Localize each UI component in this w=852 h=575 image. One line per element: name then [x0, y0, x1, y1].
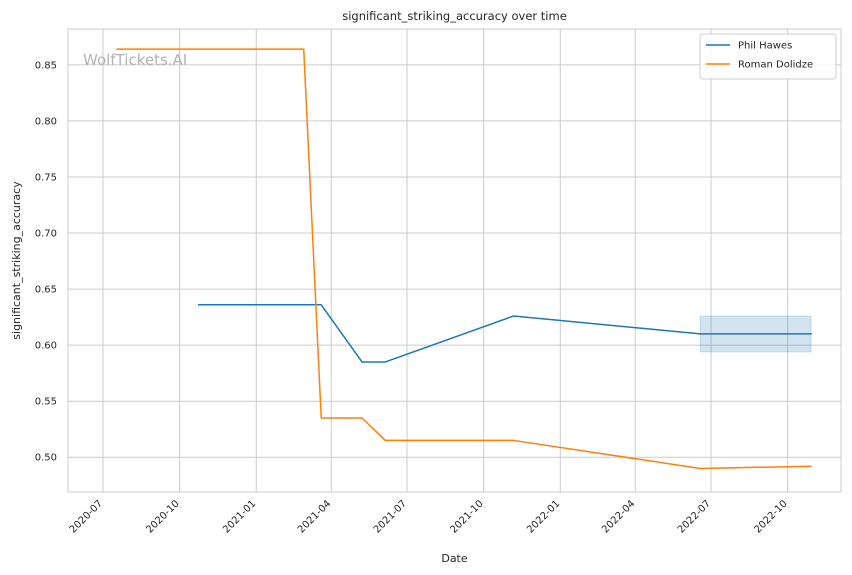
legend-label: Phil Hawes: [738, 41, 792, 52]
y-tick-label: 0.80: [35, 116, 57, 127]
x-tick-label: 2022-10: [752, 498, 789, 535]
legend: Phil Hawes Roman Dolidze: [699, 33, 837, 80]
x-tick-label: 2022-07: [676, 498, 713, 535]
x-axis-label: Date: [441, 552, 468, 565]
x-tick-label: 2021-01: [221, 498, 258, 535]
y-tick-label: 0.60: [35, 341, 57, 352]
y-axis-label: significant_striking_accuracy: [10, 181, 23, 340]
x-tick-label: 2020-10: [144, 498, 181, 535]
x-tick-labels: 2020-07 2020-10 2021-01 2021-04 2021-07 2021-…: [68, 498, 790, 535]
chart-title: significant_striking_accuracy over time: [342, 9, 567, 23]
grid: [68, 29, 841, 492]
y-tick-label: 0.85: [35, 60, 57, 71]
series-line: [116, 48, 812, 470]
x-tick-label: 2020-07: [68, 498, 105, 535]
x-tick-label: 2021-07: [372, 498, 409, 535]
series-lines: [116, 48, 812, 470]
y-tick-label: 0.50: [35, 453, 57, 464]
x-tick-label: 2022-01: [525, 498, 562, 535]
y-tick-label: 0.70: [35, 229, 57, 240]
series-line: [198, 304, 812, 363]
y-tick-label: 0.65: [35, 285, 57, 296]
watermark: WolfTickets.AI: [83, 51, 187, 69]
y-tick-labels: 0.50 0.55 0.60 0.65 0.70 0.75 0.80 0.85: [35, 60, 57, 463]
legend-box: [699, 33, 837, 80]
x-tick-label: 2021-04: [296, 498, 333, 535]
plot-frame: [67, 28, 842, 493]
x-tick-label: 2022-04: [600, 498, 637, 535]
x-tick-label: 2021-10: [448, 498, 485, 535]
y-tick-label: 0.75: [35, 172, 57, 183]
y-tick-label: 0.55: [35, 397, 57, 408]
legend-label: Roman Dolidze: [738, 60, 813, 71]
